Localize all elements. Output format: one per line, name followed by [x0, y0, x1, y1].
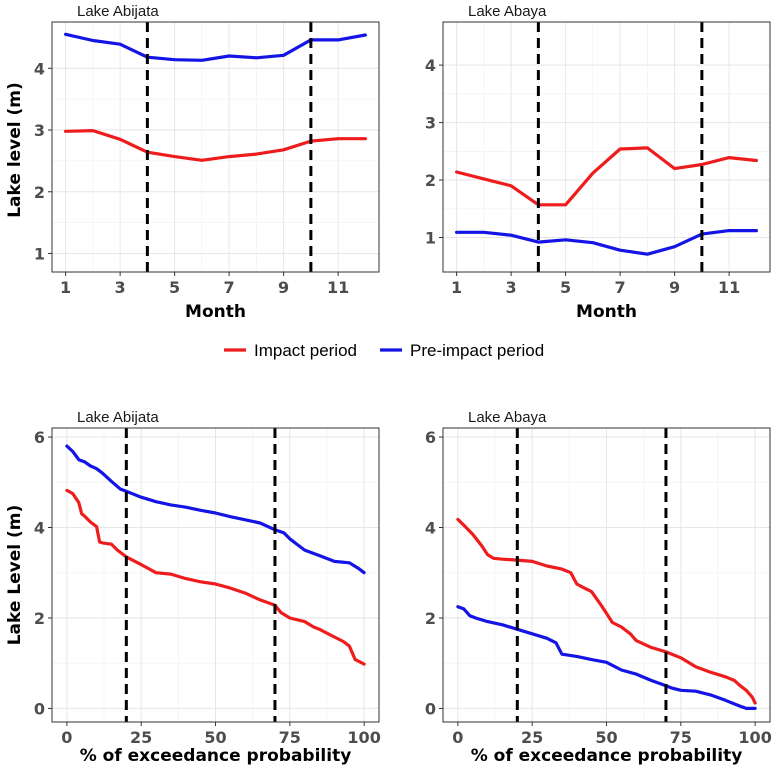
series-line-pre-impact-period: [65, 444, 366, 575]
x-tick-label: 25: [521, 728, 543, 747]
x-tick-label: 11: [718, 278, 740, 297]
x-tick-label: 100: [347, 728, 380, 747]
x-tick-label: 100: [738, 728, 771, 747]
legend: Impact period Pre-impact period: [224, 341, 544, 360]
panel-border: [442, 21, 771, 273]
panel-border: [51, 21, 380, 273]
panel-title: Lake Abaya: [468, 3, 547, 20]
chart-panel-abijata-exceedance: 0 25 50 75 100 0 2 4 6 Lake Abijata % of exceedanc…: [34, 409, 381, 766]
top-row-ylabel: Lake level (m): [5, 82, 25, 218]
series-line-impact-period: [455, 146, 759, 207]
y-tick-label: 4: [34, 59, 45, 78]
y-tick-label: 1: [425, 229, 436, 248]
x-tick-label: 50: [204, 728, 226, 747]
y-tick-label: 0: [425, 699, 436, 718]
panel-title: Lake Abijata: [77, 3, 159, 20]
panel-border: [442, 427, 771, 723]
plot-area: [442, 21, 771, 273]
x-axis-title: % of exceedance probability: [80, 746, 352, 766]
y-tick-label: 3: [34, 121, 45, 140]
series-line-pre-impact-period: [455, 229, 759, 256]
x-axis-title: % of exceedance probability: [471, 746, 743, 766]
x-tick-label: 3: [115, 278, 126, 297]
y-tick-label: 4: [425, 519, 436, 538]
panel-title: Lake Abijata: [77, 409, 159, 426]
x-tick-label: 9: [669, 278, 680, 297]
y-tick-label: 3: [425, 114, 436, 133]
x-axis-title: Month: [576, 302, 637, 322]
series-line-impact-period: [65, 488, 366, 666]
legend-label-impact: Impact period: [254, 341, 357, 360]
y-tick-label: 2: [34, 183, 45, 202]
x-tick-label: 1: [451, 278, 462, 297]
panel-title: Lake Abaya: [468, 409, 547, 426]
y-tick-label: 2: [34, 609, 45, 628]
x-tick-label: 5: [560, 278, 571, 297]
x-tick-label: 75: [279, 728, 301, 747]
x-tick-label: 75: [670, 728, 692, 747]
series-line-impact-period: [456, 517, 757, 705]
y-tick-label: 1: [34, 244, 45, 263]
legend-label-pre-impact: Pre-impact period: [410, 341, 544, 360]
y-tick-label: 6: [425, 428, 436, 447]
x-tick-label: 5: [169, 278, 180, 297]
x-tick-label: 11: [327, 278, 349, 297]
y-tick-label: 4: [34, 519, 45, 538]
bottom-row-ylabel: Lake Level (m): [5, 505, 25, 646]
x-tick-label: 7: [615, 278, 626, 297]
x-axis-title: Month: [185, 302, 246, 322]
x-tick-label: 0: [61, 728, 72, 747]
y-tick-label: 0: [34, 699, 45, 718]
chart-panel-abaya-exceedance: 0 25 50 75 100 0 2 4 6 Lake Abaya % of exceedance …: [425, 409, 772, 766]
x-tick-label: 9: [278, 278, 289, 297]
y-tick-label: 6: [34, 428, 45, 447]
series-line-impact-period: [63, 129, 367, 162]
y-tick-label: 2: [425, 171, 436, 190]
x-tick-label: 7: [224, 278, 235, 297]
x-tick-label: 25: [130, 728, 152, 747]
x-tick-label: 50: [595, 728, 617, 747]
x-tick-label: 3: [506, 278, 517, 297]
x-tick-label: 1: [60, 278, 71, 297]
plot-area: [51, 21, 380, 273]
series-line-pre-impact-period: [63, 32, 367, 62]
panel-border: [51, 427, 380, 723]
y-tick-label: 2: [425, 609, 436, 628]
y-tick-label: 4: [425, 56, 436, 75]
x-tick-label: 0: [452, 728, 463, 747]
series-line-pre-impact-period: [456, 605, 757, 711]
